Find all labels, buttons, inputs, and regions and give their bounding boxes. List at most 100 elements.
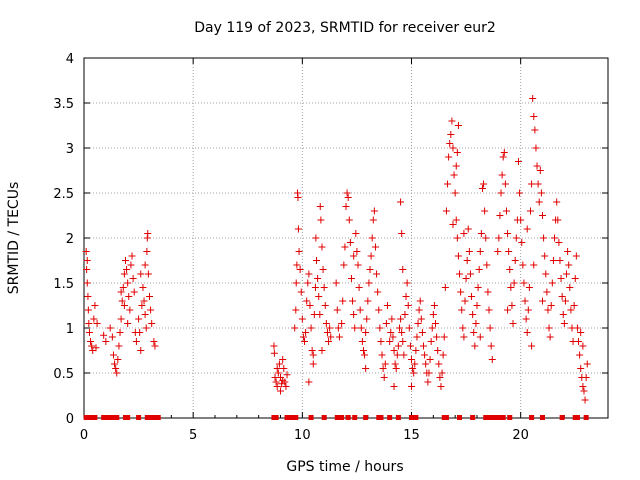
data-point bbox=[544, 306, 552, 314]
data-point bbox=[87, 338, 95, 345]
data-point bbox=[464, 225, 472, 233]
data-point bbox=[106, 324, 114, 332]
data-point bbox=[132, 338, 140, 345]
data-point bbox=[535, 198, 543, 206]
data-point bbox=[373, 270, 381, 278]
data-point bbox=[555, 239, 563, 246]
data-point bbox=[111, 360, 119, 368]
data-point bbox=[401, 311, 409, 318]
data-point bbox=[543, 288, 551, 296]
data-point bbox=[466, 270, 474, 278]
data-point bbox=[511, 257, 519, 264]
data-point bbox=[476, 248, 484, 255]
zero-point bbox=[125, 415, 131, 420]
data-point bbox=[115, 342, 123, 350]
data-point bbox=[347, 275, 355, 282]
data-point bbox=[309, 351, 317, 359]
zero-point bbox=[387, 415, 393, 420]
data-point bbox=[346, 239, 354, 246]
data-point bbox=[449, 221, 457, 228]
data-point bbox=[312, 234, 320, 242]
data-point bbox=[512, 234, 520, 242]
data-point bbox=[367, 252, 375, 260]
data-point bbox=[566, 284, 574, 291]
data-point bbox=[129, 275, 137, 282]
data-point bbox=[442, 207, 450, 215]
data-point bbox=[378, 351, 386, 359]
data-point bbox=[301, 338, 309, 345]
zero-point bbox=[339, 415, 345, 420]
data-point bbox=[282, 383, 290, 390]
data-point bbox=[325, 338, 333, 345]
data-point bbox=[445, 153, 453, 161]
data-point bbox=[294, 194, 302, 201]
zero-point bbox=[529, 415, 535, 420]
data-point bbox=[392, 365, 400, 372]
data-point bbox=[270, 349, 278, 357]
data-point bbox=[462, 275, 470, 282]
data-point bbox=[508, 302, 516, 309]
y-tick-label: 0.5 bbox=[53, 367, 74, 382]
data-point bbox=[309, 360, 317, 368]
chart-title: Day 119 of 2023, SRMTID for receiver eur… bbox=[194, 20, 496, 36]
data-point bbox=[366, 266, 374, 273]
data-point bbox=[529, 95, 537, 102]
data-point bbox=[319, 266, 327, 273]
zero-point bbox=[114, 415, 120, 420]
data-point bbox=[542, 270, 550, 278]
data-point bbox=[426, 356, 434, 363]
data-point bbox=[280, 365, 288, 372]
zero-point bbox=[559, 415, 565, 420]
data-point bbox=[469, 311, 477, 318]
data-point bbox=[332, 279, 340, 287]
data-point bbox=[141, 311, 149, 318]
data-point bbox=[317, 216, 325, 224]
zero-point bbox=[443, 415, 449, 420]
data-point bbox=[283, 371, 291, 379]
data-point bbox=[314, 275, 322, 282]
data-point bbox=[447, 131, 455, 138]
zero-point bbox=[507, 415, 513, 420]
zero-point bbox=[345, 415, 351, 420]
zero-point bbox=[496, 415, 502, 420]
data-point bbox=[272, 378, 280, 386]
data-point bbox=[456, 270, 464, 278]
zero-point bbox=[151, 415, 157, 420]
data-point bbox=[398, 230, 406, 237]
data-point bbox=[127, 261, 135, 269]
x-axis-label: GPS time / hours bbox=[286, 459, 403, 475]
data-point bbox=[398, 329, 406, 336]
data-point bbox=[441, 284, 449, 291]
data-point bbox=[519, 261, 527, 269]
y-tick-labels: 0 0.5 1 1.5 2 2.5 3 3.5 4 bbox=[53, 52, 74, 427]
data-point bbox=[320, 284, 328, 291]
data-point bbox=[573, 324, 581, 332]
data-point bbox=[144, 230, 152, 237]
data-point bbox=[370, 207, 378, 215]
data-point bbox=[494, 248, 502, 255]
data-point bbox=[277, 387, 284, 395]
data-point bbox=[93, 320, 101, 327]
data-point bbox=[327, 333, 335, 341]
data-point bbox=[118, 297, 126, 305]
y-tick-label: 1 bbox=[66, 322, 74, 337]
data-point bbox=[422, 360, 430, 368]
zero-point bbox=[500, 415, 506, 420]
data-point bbox=[413, 333, 421, 341]
data-point bbox=[579, 383, 587, 390]
data-point bbox=[146, 293, 153, 300]
data-point bbox=[428, 324, 436, 332]
data-point bbox=[388, 315, 396, 323]
zero-point bbox=[334, 415, 340, 420]
data-point bbox=[565, 261, 573, 269]
data-point bbox=[114, 356, 122, 363]
data-point bbox=[537, 189, 545, 197]
data-point bbox=[387, 329, 395, 336]
data-point bbox=[458, 306, 466, 314]
data-point bbox=[581, 396, 589, 404]
data-point bbox=[414, 320, 422, 327]
data-point bbox=[438, 369, 446, 377]
data-point bbox=[564, 248, 572, 255]
data-point bbox=[549, 257, 557, 264]
data-point bbox=[315, 293, 323, 300]
